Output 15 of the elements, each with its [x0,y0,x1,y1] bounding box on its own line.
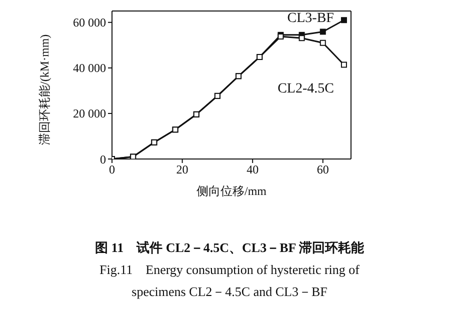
x-axis-title: 侧向位移/mm [196,184,268,198]
x-tick-label: 0 [109,162,115,177]
x-tick-label: 60 [316,162,329,177]
y-axis-title: 滞回环耗能/(kM·mm) [37,34,52,145]
x-tick-label: 40 [246,162,259,177]
y-tick-label: 0 [100,152,106,166]
series-label: CL2-4.5C [278,82,334,97]
series-label: CL3-BF [287,11,334,26]
caption: Fig.11 Energy consumption of hysteretic ring of [98,261,360,279]
x-tick-label: 20 [176,162,188,177]
caption: 图 11 试件 CL2－4.5C、CL3－BF 滞回环耗能 [94,239,365,257]
text: specimens CL2－4.5C and CL3－BF [130,283,328,301]
y-tick-label: 40 000 [73,61,106,76]
y-tick-label: 60 000 [73,16,106,30]
y-tick-label: 20 000 [73,106,106,121]
